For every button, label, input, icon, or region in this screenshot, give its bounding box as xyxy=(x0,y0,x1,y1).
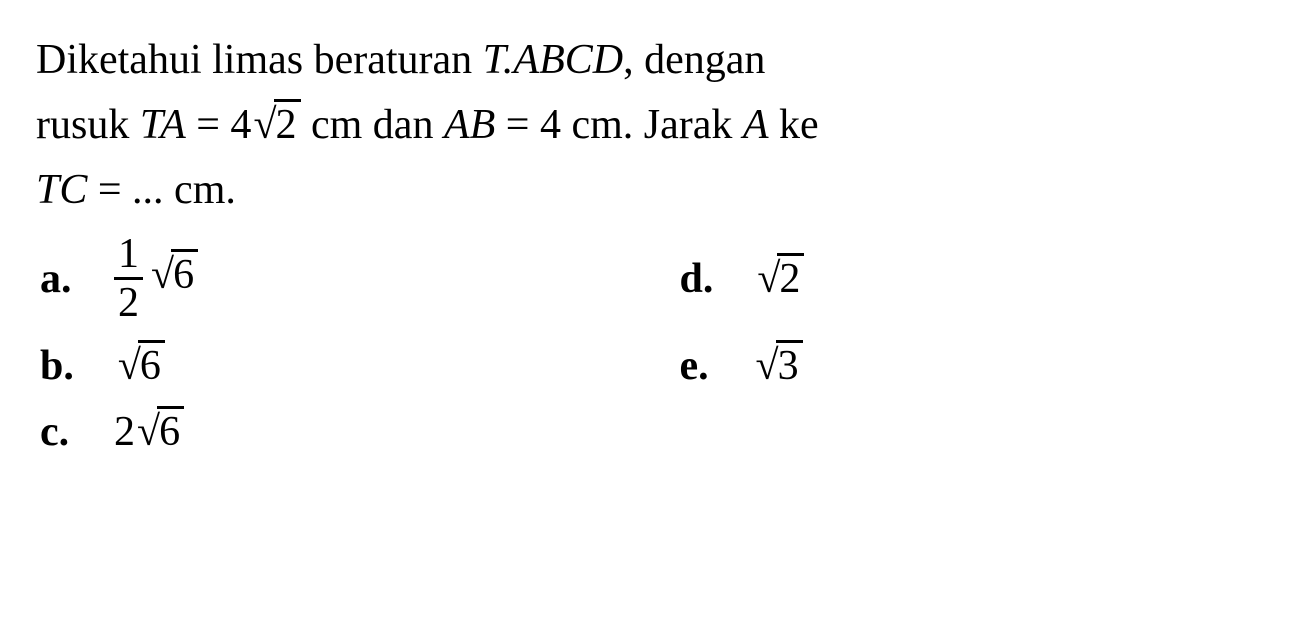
option-value-a: 1 2 √6 xyxy=(114,233,198,324)
radicand: 6 xyxy=(138,340,165,389)
sqrt-expression: √3 xyxy=(754,342,803,390)
radicand: 6 xyxy=(171,249,198,298)
question-text: Diketahui limas beraturan T.ABCD, dengan… xyxy=(36,28,1279,223)
text-segment: ke xyxy=(769,102,819,148)
italic-term-tc: TC xyxy=(36,167,87,213)
text-segment: Diketahui limas beraturan xyxy=(36,37,483,83)
text-segment: rusuk xyxy=(36,102,140,148)
option-value-b: √6 xyxy=(116,342,165,390)
option-value-d: √2 xyxy=(755,255,804,303)
option-label-d: d. xyxy=(680,255,714,303)
text-segment: = 4 cm. Jarak xyxy=(495,102,743,148)
text-segment: = 4 xyxy=(186,102,252,148)
coefficient: 2 xyxy=(114,409,135,455)
sqrt-expression: √6 xyxy=(135,408,184,456)
italic-term-ab: AB xyxy=(444,102,495,148)
option-a: a. 1 2 √6 xyxy=(40,233,640,324)
italic-term-ta: TA xyxy=(140,102,186,148)
text-segment: = ... cm. xyxy=(87,167,236,213)
sqrt-expression: √2 xyxy=(251,93,300,158)
italic-term-tabcd: T.ABCD xyxy=(483,37,623,83)
radicand: 6 xyxy=(157,406,184,455)
sqrt-expression: √6 xyxy=(116,342,165,390)
sqrt-expression: √2 xyxy=(755,255,804,303)
radicand: 3 xyxy=(776,340,803,389)
numerator: 1 xyxy=(114,233,143,277)
option-e: e. √3 xyxy=(680,342,1280,390)
text-segment: cm dan xyxy=(301,102,444,148)
option-c: c. 2√6 xyxy=(40,408,640,456)
radicand: 2 xyxy=(777,253,804,302)
italic-term-a: A xyxy=(743,102,769,148)
option-label-c: c. xyxy=(40,408,72,456)
option-b: b. √6 xyxy=(40,342,640,390)
sqrt-expression: √6 xyxy=(149,251,198,299)
radicand: 2 xyxy=(274,99,301,148)
text-segment: , dengan xyxy=(623,37,765,83)
fraction: 1 2 xyxy=(114,233,143,324)
option-label-a: a. xyxy=(40,255,72,303)
option-value-c: 2√6 xyxy=(114,408,184,456)
option-value-e: √3 xyxy=(754,342,803,390)
options-grid: a. 1 2 √6 d. √2 b. √6 e. √3 c. 2√6 xyxy=(36,233,1279,456)
option-label-e: e. xyxy=(680,342,712,390)
option-label-b: b. xyxy=(40,342,74,390)
option-d: d. √2 xyxy=(680,233,1280,324)
denominator: 2 xyxy=(114,277,143,324)
